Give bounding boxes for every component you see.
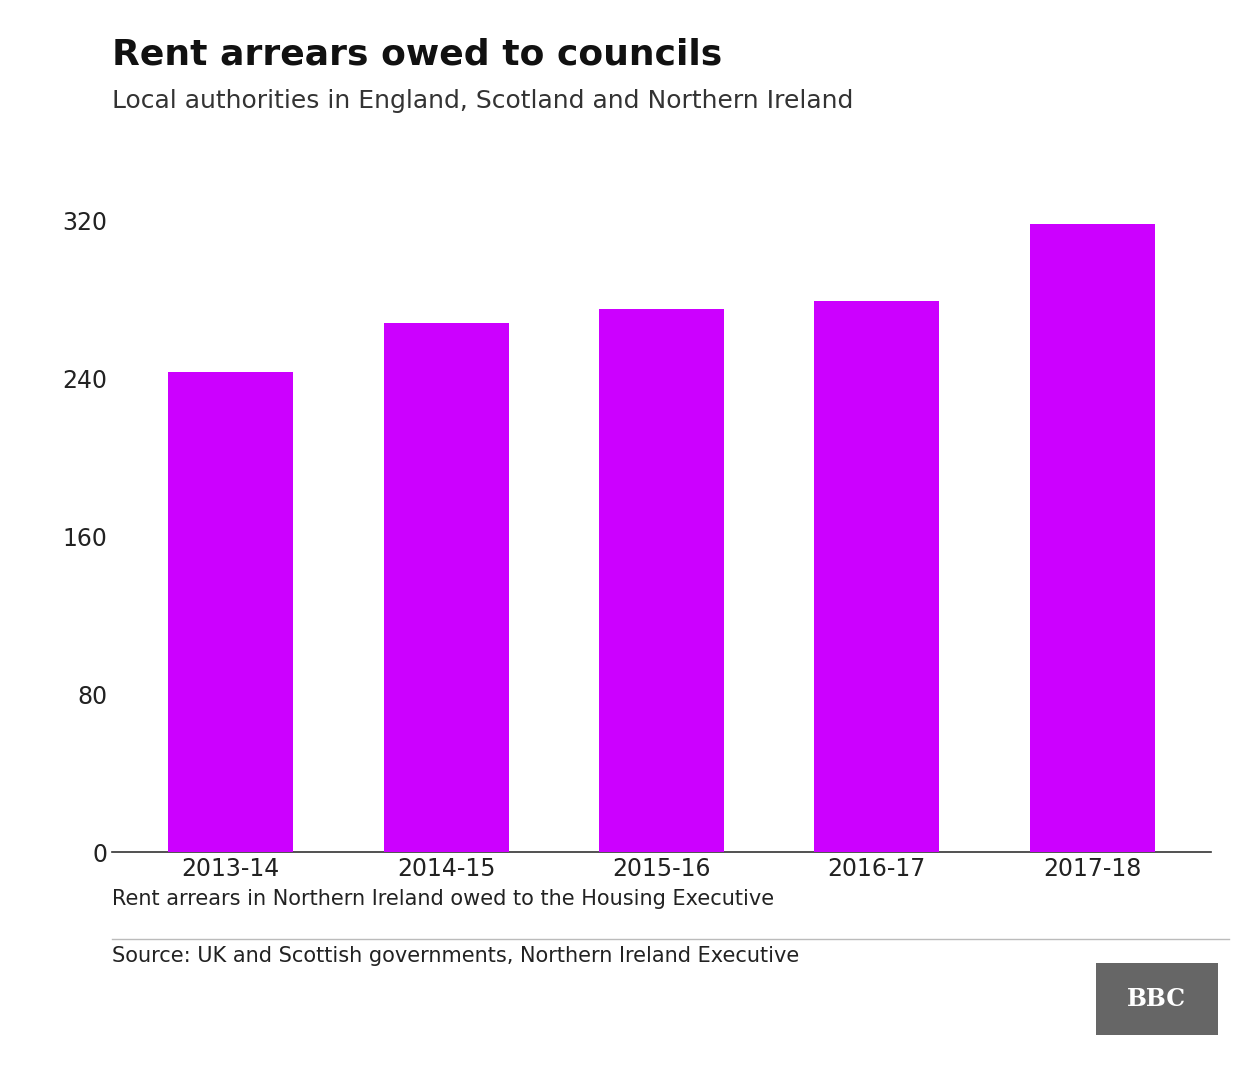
Bar [599, 309, 724, 852]
Bar [815, 301, 940, 852]
Text: BBC: BBC [1127, 987, 1187, 1011]
Bar [168, 373, 293, 852]
Bar [383, 323, 508, 852]
Bar [1030, 225, 1154, 852]
Text: Local authorities in England, Scotland and Northern Ireland: Local authorities in England, Scotland a… [112, 89, 854, 114]
Text: Source: UK and Scottish governments, Northern Ireland Executive: Source: UK and Scottish governments, Nor… [112, 946, 800, 966]
Text: Rent arrears owed to councils: Rent arrears owed to councils [112, 37, 723, 71]
Text: Rent arrears in Northern Ireland owed to the Housing Executive: Rent arrears in Northern Ireland owed to… [112, 889, 775, 910]
